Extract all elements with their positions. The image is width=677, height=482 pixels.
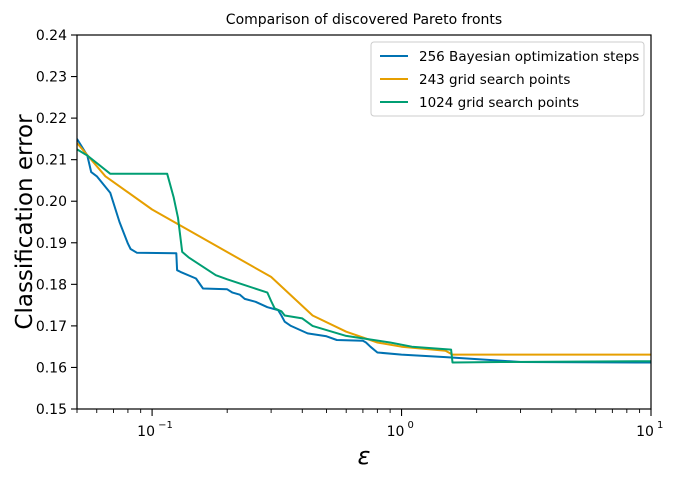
x-tick-exponent-0: −1 [158, 420, 173, 431]
y-axis-label: Classification error [12, 114, 38, 330]
y-tick-label-2: 0.17 [36, 319, 67, 335]
x-tick-exponent-1: 0 [408, 420, 414, 431]
plot-frame [76, 34, 652, 410]
x-tick-label-0: 10 [137, 424, 155, 440]
legend-label-1: 243 grid search points [419, 72, 570, 88]
legend-box [370, 41, 645, 117]
y-tick-label-5: 0.20 [36, 194, 67, 210]
x-tick-label-2: 10 [636, 424, 654, 440]
plot-area: 0.15 0.16 0.17 0.18 0.19 0.20 0.21 0.22 0.23 0.24… [36, 28, 664, 440]
y-tick-label-6: 0.21 [36, 153, 67, 169]
series-line-0 [77, 138, 651, 364]
y-tick-label-1: 0.16 [36, 360, 67, 376]
legend-label-2: 1024 grid search points [419, 95, 579, 111]
x-axis-label: ε [358, 442, 371, 470]
x-tick-label-1: 10 [387, 424, 405, 440]
series-line-2 [77, 148, 651, 364]
y-tick-label-4: 0.19 [36, 236, 67, 252]
y-tick-label-8: 0.23 [36, 70, 67, 86]
y-tick-label-0: 0.15 [36, 402, 67, 418]
legend-label-0: 256 Bayesian optimization steps [419, 49, 639, 65]
chart-title: Comparison of discovered Pareto fronts [226, 12, 502, 28]
series-line-1 [77, 142, 651, 356]
y-tick-label-9: 0.24 [36, 28, 67, 44]
y-tick-label-3: 0.18 [36, 277, 67, 293]
x-tick-exponent-2: 1 [657, 420, 663, 431]
y-tick-label-7: 0.22 [36, 111, 67, 127]
